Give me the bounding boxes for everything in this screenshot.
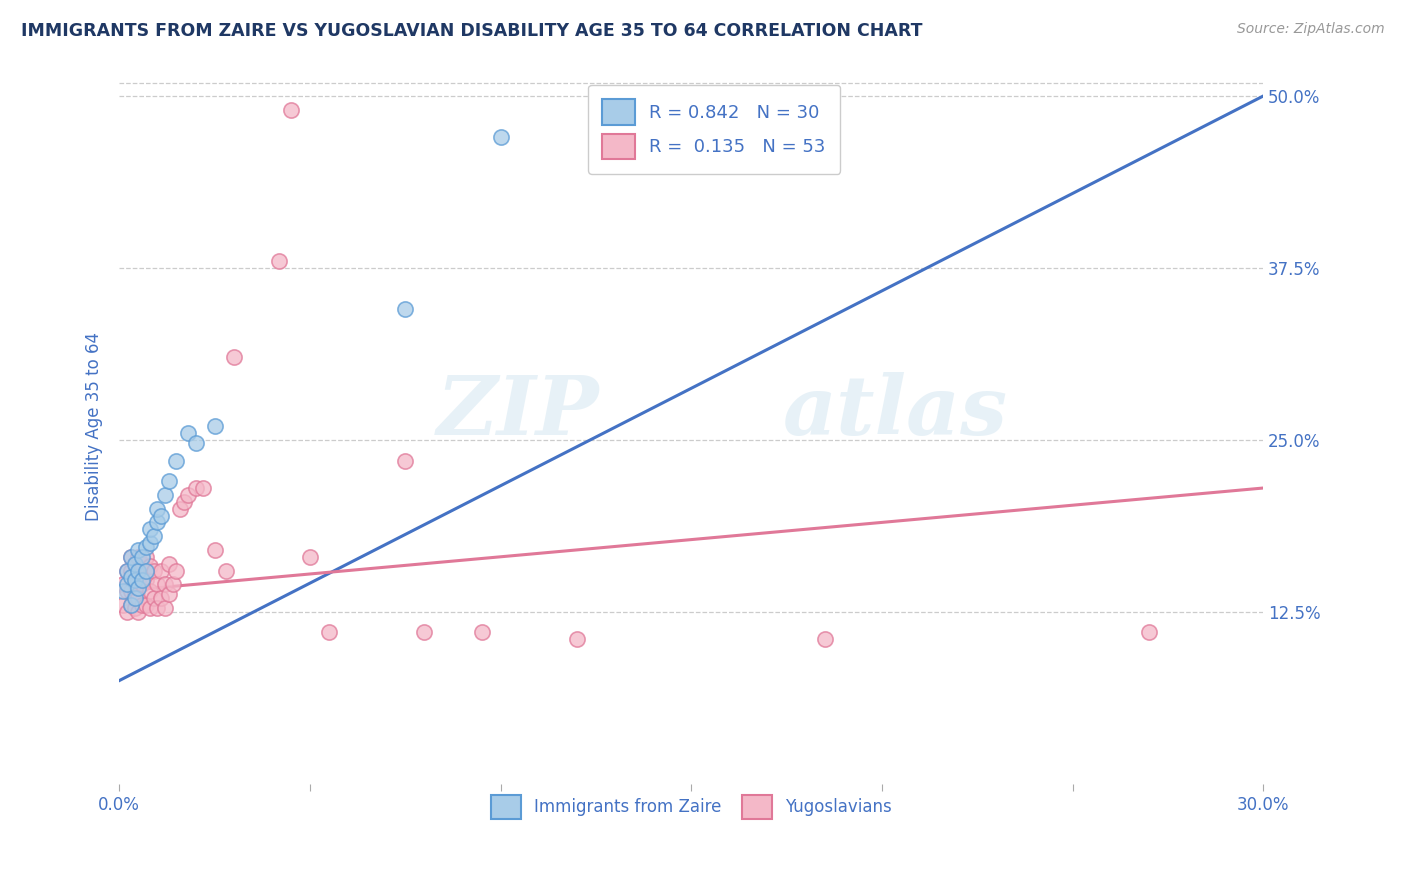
Point <box>280 103 302 117</box>
Point <box>298 549 321 564</box>
Point <box>120 549 142 564</box>
Point <box>115 577 138 591</box>
Point <box>184 481 207 495</box>
Point <box>124 591 146 605</box>
Point <box>124 557 146 571</box>
Y-axis label: Disability Age 35 to 64: Disability Age 35 to 64 <box>86 332 103 521</box>
Point <box>142 591 165 605</box>
Point <box>135 540 157 554</box>
Point <box>120 549 142 564</box>
Point <box>115 564 138 578</box>
Point <box>184 435 207 450</box>
Point <box>146 516 169 530</box>
Point <box>204 542 226 557</box>
Text: Source: ZipAtlas.com: Source: ZipAtlas.com <box>1237 22 1385 37</box>
Point <box>112 584 135 599</box>
Point <box>146 501 169 516</box>
Point <box>124 600 146 615</box>
Point <box>139 600 162 615</box>
Point <box>269 254 291 268</box>
Point <box>166 453 188 467</box>
Point <box>135 549 157 564</box>
Point <box>153 577 176 591</box>
Point <box>131 549 153 564</box>
Point <box>150 591 173 605</box>
Point <box>222 351 245 365</box>
Point <box>177 488 200 502</box>
Text: ZIP: ZIP <box>437 372 600 452</box>
Point <box>489 130 512 145</box>
Point <box>120 584 142 599</box>
Text: IMMIGRANTS FROM ZAIRE VS YUGOSLAVIAN DISABILITY AGE 35 TO 64 CORRELATION CHART: IMMIGRANTS FROM ZAIRE VS YUGOSLAVIAN DIS… <box>21 22 922 40</box>
Point <box>139 559 162 574</box>
Point <box>127 542 149 557</box>
Point <box>115 564 138 578</box>
Point <box>157 557 180 571</box>
Point <box>127 573 149 587</box>
Point <box>173 495 195 509</box>
Point <box>120 598 142 612</box>
Point <box>157 474 180 488</box>
Point <box>124 573 146 587</box>
Point <box>191 481 214 495</box>
Point <box>157 587 180 601</box>
Legend: Immigrants from Zaire, Yugoslavians: Immigrants from Zaire, Yugoslavians <box>484 789 898 825</box>
Point <box>120 598 142 612</box>
Point <box>127 605 149 619</box>
Point <box>142 529 165 543</box>
Point <box>1137 625 1160 640</box>
Point <box>127 591 149 605</box>
Point <box>135 564 157 578</box>
Point <box>142 564 165 578</box>
Point <box>150 508 173 523</box>
Point <box>124 557 146 571</box>
Point <box>131 598 153 612</box>
Point <box>204 419 226 434</box>
Point <box>120 570 142 584</box>
Point <box>153 600 176 615</box>
Point <box>169 501 191 516</box>
Point <box>166 564 188 578</box>
Point <box>394 302 416 317</box>
Point <box>115 605 138 619</box>
Point <box>413 625 436 640</box>
Point <box>146 577 169 591</box>
Point <box>112 577 135 591</box>
Point <box>162 577 184 591</box>
Point <box>150 564 173 578</box>
Point <box>177 425 200 440</box>
Point <box>318 625 340 640</box>
Point <box>470 625 492 640</box>
Point <box>115 584 138 599</box>
Point <box>153 488 176 502</box>
Point <box>814 632 837 647</box>
Point <box>131 573 153 587</box>
Point <box>127 564 149 578</box>
Point <box>124 587 146 601</box>
Point <box>127 549 149 564</box>
Point <box>139 522 162 536</box>
Point <box>139 536 162 550</box>
Point <box>215 564 238 578</box>
Point <box>135 573 157 587</box>
Point <box>139 584 162 599</box>
Point <box>394 453 416 467</box>
Point <box>131 557 153 571</box>
Point <box>127 582 149 596</box>
Point <box>124 573 146 587</box>
Point <box>146 600 169 615</box>
Text: atlas: atlas <box>783 372 1008 452</box>
Point <box>135 598 157 612</box>
Point <box>131 577 153 591</box>
Point <box>120 564 142 578</box>
Point <box>565 632 588 647</box>
Point <box>112 598 135 612</box>
